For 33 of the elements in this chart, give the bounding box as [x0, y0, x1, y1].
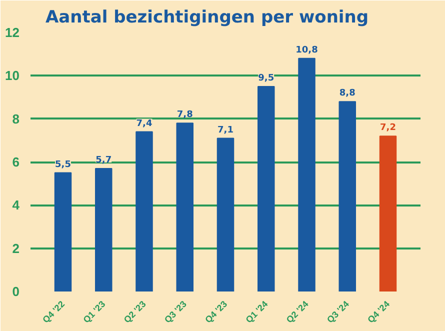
- data-label: 9,5: [258, 73, 274, 84]
- x-tick-label: Q2 '24: [284, 298, 310, 325]
- data-label: 8,8: [339, 88, 356, 99]
- x-tick-label: Q1 '23: [81, 298, 108, 325]
- x-tick-label: Q4 '23: [203, 298, 230, 325]
- data-label: 7,2: [380, 123, 396, 134]
- bar: [379, 136, 397, 292]
- data-label: 10,8: [296, 45, 318, 56]
- bar: [258, 86, 275, 292]
- bar: [298, 58, 316, 292]
- x-tick-label: Q3 '24: [324, 298, 351, 325]
- y-tick-label: 0: [12, 284, 20, 299]
- y-tick-label: 12: [5, 25, 20, 40]
- data-label: 5,5: [55, 160, 71, 170]
- x-tick-label: Q4 '22: [40, 298, 67, 325]
- bar: [338, 101, 356, 292]
- bar: [136, 131, 153, 292]
- chart-title: Aantal bezichtigingen per woning: [46, 8, 369, 28]
- y-tick-label: 2: [12, 240, 20, 256]
- bar: [176, 122, 194, 292]
- x-tick-label: Q3 '23: [162, 298, 188, 325]
- y-tick-label: 6: [12, 154, 20, 170]
- bar: [54, 172, 72, 292]
- bar: [216, 138, 234, 292]
- data-label: 7,1: [218, 125, 234, 136]
- x-tick-label: Q4 '24: [366, 298, 392, 325]
- y-tick-label: 10: [5, 68, 20, 84]
- x-tick-label: Q1 '24: [244, 298, 270, 325]
- x-tick-label: Q2 '23: [122, 298, 148, 325]
- data-label: 7,4: [136, 118, 152, 129]
- bar: [95, 168, 112, 292]
- y-tick-label: 4: [12, 198, 20, 213]
- y-tick-label: 8: [12, 111, 20, 126]
